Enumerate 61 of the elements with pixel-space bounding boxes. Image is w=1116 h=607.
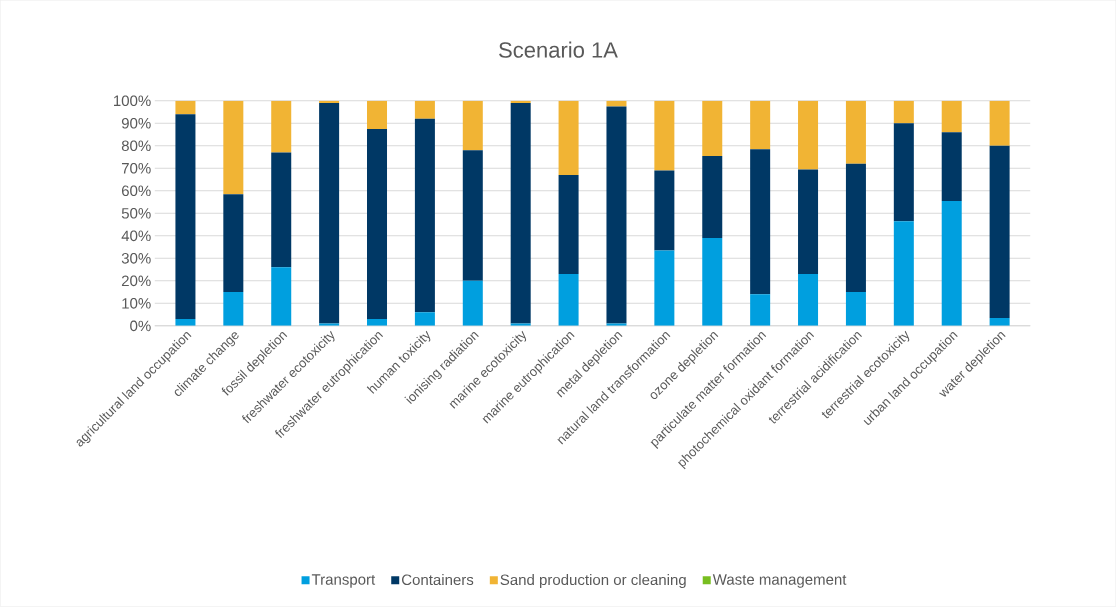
bar — [893, 221, 914, 327]
bar — [367, 129, 388, 320]
bar — [271, 152, 292, 268]
bar — [845, 163, 866, 293]
bar — [223, 292, 244, 327]
bar — [893, 123, 914, 222]
bar — [941, 132, 962, 202]
chart-title: Scenario 1A — [499, 41, 618, 58]
y-tick-label: 0% — [130, 320, 151, 332]
bar — [367, 100, 388, 130]
bar — [702, 238, 723, 327]
legend-label: Sand production or cleaning — [500, 574, 686, 589]
bar — [414, 312, 435, 327]
bar — [558, 175, 579, 275]
bar — [319, 103, 340, 324]
bar — [702, 100, 723, 157]
y-tick-label: 80% — [121, 140, 151, 152]
bar — [271, 267, 292, 327]
bar — [558, 100, 579, 176]
bar — [175, 100, 196, 115]
bar — [223, 194, 244, 293]
y-tick-label: 70% — [121, 163, 151, 174]
bar — [750, 294, 771, 327]
y-tick-label: 10% — [122, 298, 151, 309]
bar — [798, 169, 819, 275]
y-tick-label: 90% — [121, 118, 151, 129]
bar — [223, 100, 244, 195]
bar — [798, 100, 819, 170]
bar — [989, 145, 1010, 319]
bar — [606, 106, 627, 324]
bar — [654, 250, 675, 327]
legend-label: Waste management — [712, 574, 847, 588]
bar — [462, 100, 483, 151]
bar — [941, 201, 962, 327]
bar — [654, 100, 675, 171]
bar — [175, 114, 196, 320]
bar — [558, 274, 579, 327]
y-tick-label: 30% — [121, 253, 151, 264]
bar — [845, 100, 866, 164]
y-tick-label: 60% — [121, 185, 151, 197]
bar — [893, 100, 914, 124]
y-tick-label: 50% — [121, 208, 151, 219]
bar — [414, 100, 435, 119]
bar — [414, 118, 435, 313]
bar — [750, 149, 771, 295]
legend-label: Containers — [402, 574, 474, 586]
bar — [989, 100, 1010, 146]
bar — [798, 274, 819, 327]
bar — [941, 100, 962, 133]
bar — [702, 156, 723, 239]
bar — [462, 280, 483, 327]
bar — [750, 100, 771, 150]
y-tick-label: 100% — [114, 95, 151, 107]
bar — [510, 103, 531, 324]
legend-label: Transport — [311, 574, 376, 588]
y-tick-label: 20% — [121, 275, 151, 287]
bar — [271, 100, 292, 153]
bar — [654, 170, 675, 251]
bar — [845, 292, 866, 327]
bar — [462, 150, 483, 281]
y-tick-label: 40% — [121, 230, 151, 242]
